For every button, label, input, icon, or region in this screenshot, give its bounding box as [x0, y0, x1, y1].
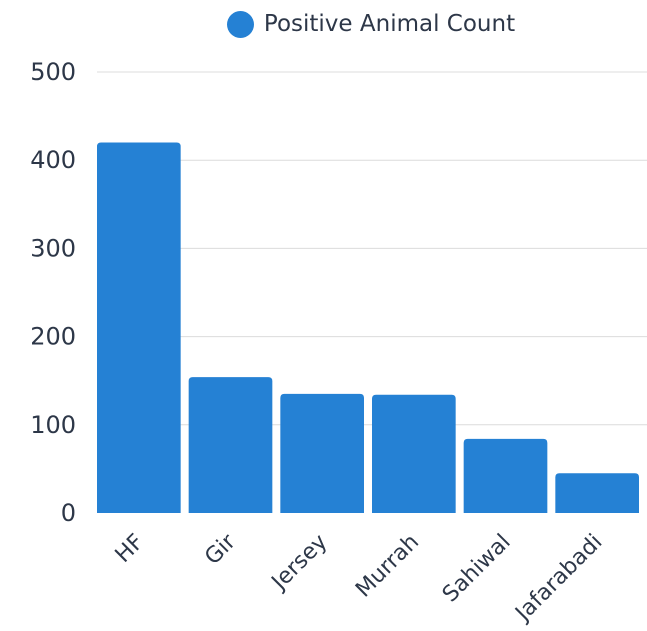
- y-tick-label: 0: [61, 499, 76, 527]
- chart-legend: Positive Animal Count: [0, 8, 647, 40]
- y-tick-label: 100: [30, 411, 76, 439]
- y-tick-label: 200: [30, 323, 76, 351]
- bar-sahiwal: [463, 438, 548, 513]
- legend-label: Positive Animal Count: [263, 11, 516, 37]
- y-tick-label: 500: [30, 58, 76, 86]
- x-tick-label: Jafarabadi: [510, 530, 608, 628]
- x-tick-label: Jersey: [266, 530, 333, 597]
- x-tick-label: Gir: [200, 529, 241, 570]
- x-tick-label: Murrah: [351, 530, 424, 603]
- y-tick-label: 300: [30, 234, 76, 262]
- bar-murrah: [372, 394, 456, 513]
- legend-swatch: [226, 10, 254, 38]
- x-tick-label: HF: [111, 530, 149, 568]
- bar-jafarabadi: [555, 473, 639, 513]
- bar-jersey: [280, 393, 364, 513]
- x-tick-label: Sahiwal: [438, 530, 516, 608]
- bar-hf: [97, 142, 181, 513]
- y-tick-label: 400: [30, 146, 76, 174]
- bar-gir: [188, 377, 273, 513]
